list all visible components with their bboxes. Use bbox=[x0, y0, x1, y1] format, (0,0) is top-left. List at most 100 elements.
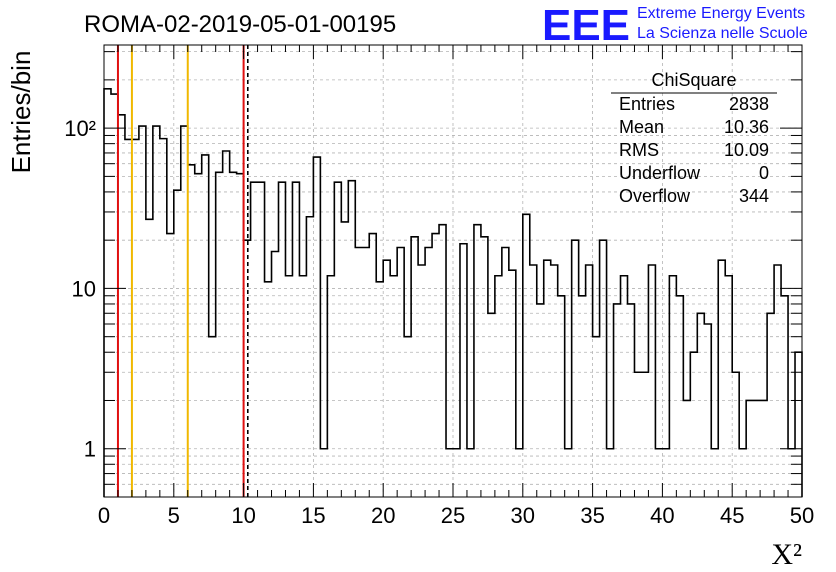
x-tick-label: 15 bbox=[301, 503, 325, 528]
histogram-bin bbox=[181, 126, 188, 497]
histogram-outline bbox=[103, 87, 803, 497]
stats-label-entries: Entries bbox=[619, 94, 675, 114]
histogram-bin bbox=[209, 337, 216, 497]
stats-value-underflow: 0 bbox=[759, 163, 769, 183]
histogram-bin bbox=[139, 126, 146, 497]
histogram-bin bbox=[439, 225, 446, 497]
histogram-bin bbox=[558, 296, 565, 497]
histogram-bin bbox=[369, 234, 376, 497]
histogram-bin bbox=[767, 313, 774, 497]
histogram-bin bbox=[474, 225, 481, 497]
histogram-bin bbox=[258, 182, 265, 497]
histogram-bars bbox=[103, 87, 803, 497]
x-tick-label: 50 bbox=[790, 503, 814, 528]
axis-ticks bbox=[103, 45, 803, 498]
histogram-bin bbox=[237, 174, 244, 497]
histogram-bin bbox=[516, 449, 523, 497]
histogram-bin bbox=[753, 400, 760, 497]
histogram-bin bbox=[746, 400, 753, 497]
histogram-bin bbox=[425, 248, 432, 497]
histogram-bin bbox=[216, 172, 223, 497]
histogram-bin bbox=[153, 126, 160, 497]
histogram-bin bbox=[690, 352, 697, 497]
histogram-bin bbox=[614, 304, 621, 497]
eee-logo: EEE Extreme Energy Events La Scienza nel… bbox=[542, 1, 808, 50]
stats-title: ChiSquare bbox=[651, 70, 736, 90]
histogram-bin bbox=[146, 219, 153, 497]
x-tick-label: 20 bbox=[371, 503, 395, 528]
histogram-bin bbox=[495, 276, 502, 497]
histogram-bin bbox=[195, 174, 202, 497]
histogram-bin bbox=[279, 182, 286, 497]
histogram-bin bbox=[600, 240, 607, 497]
histogram-bin bbox=[725, 276, 732, 497]
histogram-bin bbox=[230, 172, 237, 497]
stats-value-entries: 2838 bbox=[729, 94, 769, 114]
x-tick-label: 40 bbox=[650, 503, 674, 528]
x-tick-labels: 0 5 10 15 20 25 30 35 40 45 50 bbox=[98, 503, 814, 528]
y-tick-label: 10 bbox=[72, 276, 96, 301]
histogram-bin bbox=[551, 265, 558, 497]
histogram-bin bbox=[285, 276, 292, 497]
stats-label-underflow: Underflow bbox=[619, 163, 701, 183]
histogram-bin bbox=[265, 282, 272, 497]
histogram-bin bbox=[544, 260, 551, 497]
histogram-bin bbox=[334, 182, 341, 497]
histogram-bin bbox=[320, 449, 327, 497]
histogram-bin bbox=[453, 449, 460, 497]
histogram-bin bbox=[432, 234, 439, 497]
histogram-bin bbox=[579, 296, 586, 497]
histogram-bin bbox=[697, 313, 704, 497]
histogram-bin bbox=[537, 304, 544, 497]
stats-label-mean: Mean bbox=[619, 117, 664, 137]
stats-value-rms: 10.09 bbox=[724, 140, 769, 160]
histogram-bin bbox=[634, 372, 641, 497]
histogram-bin bbox=[327, 276, 334, 497]
histogram-bin bbox=[383, 260, 390, 497]
histogram-bin bbox=[376, 282, 383, 497]
histogram-bin bbox=[502, 248, 509, 497]
histogram-bin bbox=[125, 139, 132, 497]
histogram-bin bbox=[641, 372, 648, 497]
histogram-bin bbox=[341, 222, 348, 497]
histogram-bin bbox=[397, 248, 404, 497]
histogram-bin bbox=[669, 276, 676, 497]
histogram-bin bbox=[348, 181, 355, 497]
histogram-bin bbox=[223, 151, 230, 497]
x-tick-label: 45 bbox=[720, 503, 744, 528]
histogram-bin bbox=[593, 337, 600, 497]
histogram-bin bbox=[530, 265, 537, 497]
histogram-bin bbox=[704, 324, 711, 497]
histogram-bin bbox=[676, 296, 683, 497]
histogram-bin bbox=[739, 449, 746, 497]
x-tick-label: 5 bbox=[168, 503, 180, 528]
histogram-bin bbox=[418, 265, 425, 497]
x-tick-label: 25 bbox=[441, 503, 465, 528]
histogram-bin bbox=[104, 89, 111, 497]
histogram-bin bbox=[467, 449, 474, 497]
histogram-bin bbox=[160, 139, 167, 497]
histogram-bin bbox=[795, 352, 802, 497]
x-axis-label: X² bbox=[771, 538, 802, 571]
histogram-bin bbox=[460, 244, 467, 497]
stats-box: ChiSquare Entries 2838 Mean 10.36 RMS 10… bbox=[611, 70, 777, 206]
y-tick-labels: 1 10 10² bbox=[64, 116, 96, 462]
histogram-bin bbox=[313, 157, 320, 497]
run-title: ROMA-02-2019-05-01-00195 bbox=[84, 11, 396, 38]
histogram-bin bbox=[760, 400, 767, 497]
histogram-bin bbox=[251, 182, 258, 497]
histogram-bin bbox=[662, 449, 669, 497]
histogram-bin bbox=[774, 265, 781, 497]
reference-lines bbox=[116, 45, 249, 497]
histogram-bin bbox=[299, 276, 306, 497]
histogram-bin bbox=[292, 182, 299, 497]
histogram-bin bbox=[572, 240, 579, 497]
histogram-bin bbox=[607, 449, 614, 497]
histogram-bin bbox=[355, 248, 362, 497]
histogram-bin bbox=[411, 237, 418, 497]
logo-line-2: La Scienza nelle Scuole bbox=[637, 25, 808, 42]
stats-value-overflow: 344 bbox=[739, 186, 769, 206]
x-tick-label: 10 bbox=[231, 503, 255, 528]
histogram-bin bbox=[621, 276, 628, 497]
